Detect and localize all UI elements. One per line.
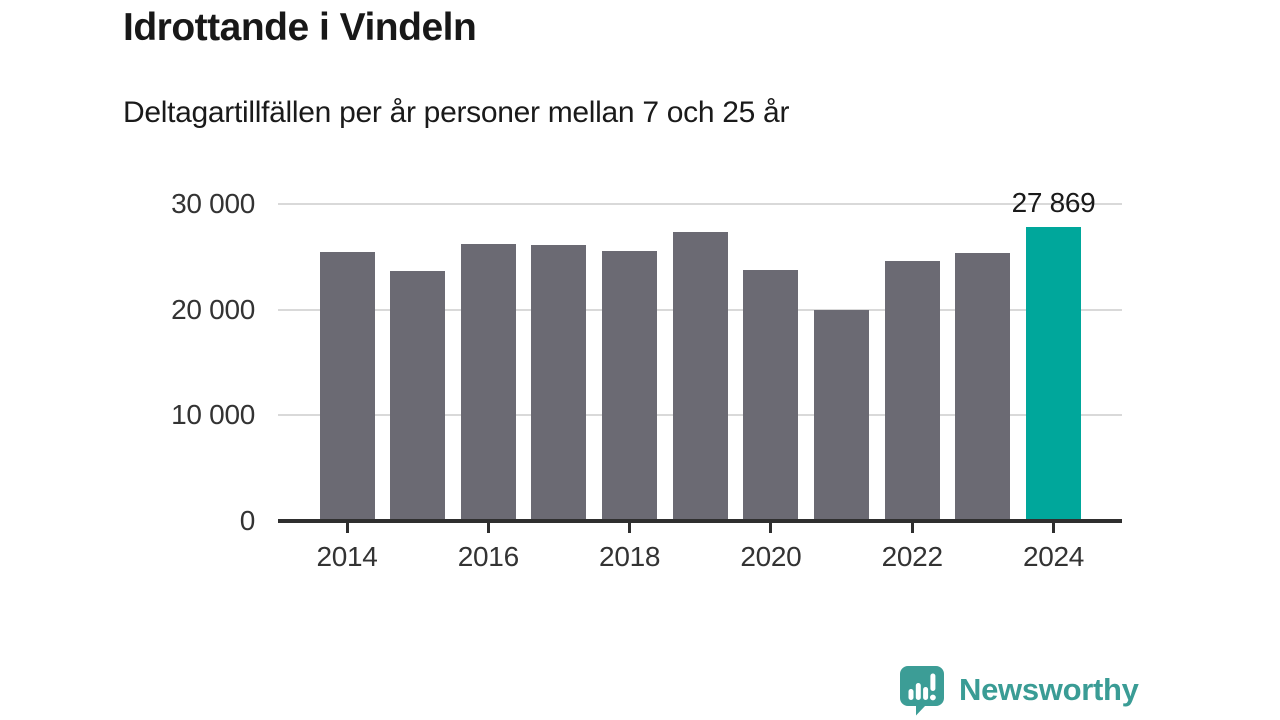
newsworthy-logo-icon — [900, 666, 944, 716]
bar-2018 — [602, 251, 658, 521]
bar-2022 — [884, 260, 940, 521]
y-axis-tick-label: 20 000 — [171, 293, 255, 325]
newsworthy-logo-text: Newsworthy — [959, 672, 1139, 707]
bar-2021 — [814, 309, 870, 521]
chart-title: Idrottande i Vindeln — [123, 6, 477, 49]
x-axis-line — [278, 519, 1122, 523]
gridline-30000 — [278, 203, 1122, 205]
bar-2019 — [672, 232, 728, 521]
y-axis-tick-label: 10 000 — [171, 399, 255, 431]
bar-2020 — [743, 269, 799, 521]
x-axis-tick — [628, 523, 632, 533]
x-axis-tick-label: 2014 — [316, 541, 378, 572]
x-axis-tick — [486, 523, 490, 533]
bar-2016 — [460, 243, 516, 521]
newsworthy-branding: Newsworthy — [897, 664, 1139, 716]
bar-2017 — [531, 244, 587, 521]
x-axis-tick — [769, 523, 773, 533]
x-axis-tick-label: 2020 — [740, 541, 802, 572]
x-axis-tick — [910, 523, 914, 533]
x-axis-tick — [1052, 523, 1055, 533]
bar-2024 — [1026, 226, 1081, 521]
value-annotation: 27 869 — [1011, 186, 1096, 218]
x-axis-tick-label: 2022 — [881, 541, 943, 572]
x-axis-tick-label: 2016 — [457, 541, 519, 572]
y-axis-tick-label: 30 000 — [171, 188, 255, 219]
bar-2015 — [390, 270, 446, 521]
bar-2014 — [319, 251, 375, 521]
x-axis-tick-label: 2018 — [599, 541, 661, 572]
x-axis-tick — [345, 523, 349, 533]
bar-2023 — [955, 252, 1011, 521]
y-axis-tick-label: 0 — [239, 505, 256, 536]
chart-subtitle: Deltagartillfällen per år personer mella… — [123, 96, 790, 129]
x-axis-tick-label: 2024 — [1022, 541, 1085, 572]
